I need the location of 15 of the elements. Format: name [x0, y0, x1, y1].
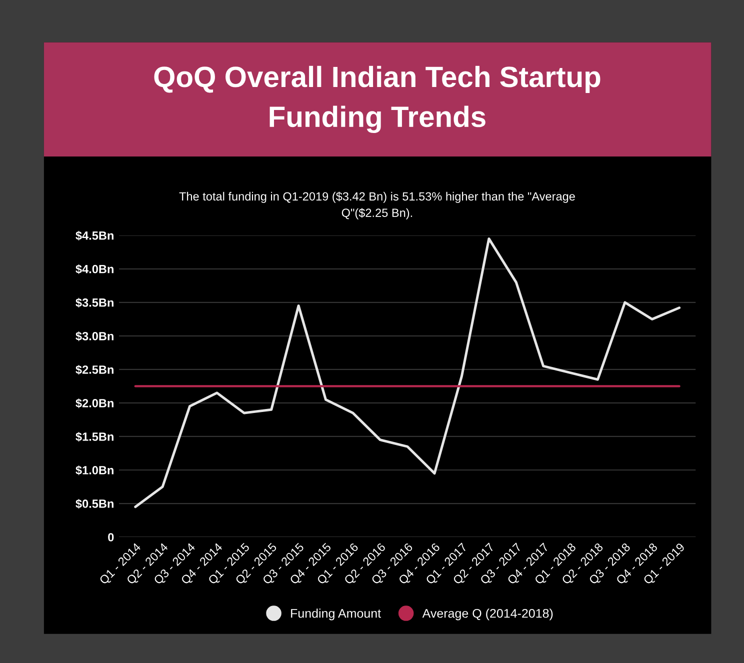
- legend-label: Funding Amount: [291, 608, 381, 620]
- chart-subtitle: The total funding in Q1-2019 ($3.42 Bn) is 51.53% higher than the "Average Q"($2.25 Bn).: [179, 192, 575, 220]
- y-tick-label: $3.0Bn: [76, 331, 114, 342]
- y-tick-label: $1.0Bn: [76, 466, 114, 476]
- legend-label: Average Q (2014-2018): [422, 608, 553, 620]
- y-tick-label: $0.5Bn: [76, 499, 114, 509]
- y-tick-label: $3.5Bn: [76, 298, 114, 308]
- y-tick-label: $2.0Bn: [76, 398, 114, 408]
- y-tick-label: $1.5Bn: [76, 432, 114, 442]
- chart-title: QoQ Overall Indian Tech Startup Funding Trends: [154, 66, 600, 134]
- y-tick-label: $4.0Bn: [76, 264, 114, 274]
- y-tick-label: 0: [108, 533, 114, 542]
- line-series: [134, 237, 681, 508]
- y-tick-label: $4.5Bn: [76, 230, 114, 241]
- y-tick-label: $2.5Bn: [76, 364, 114, 375]
